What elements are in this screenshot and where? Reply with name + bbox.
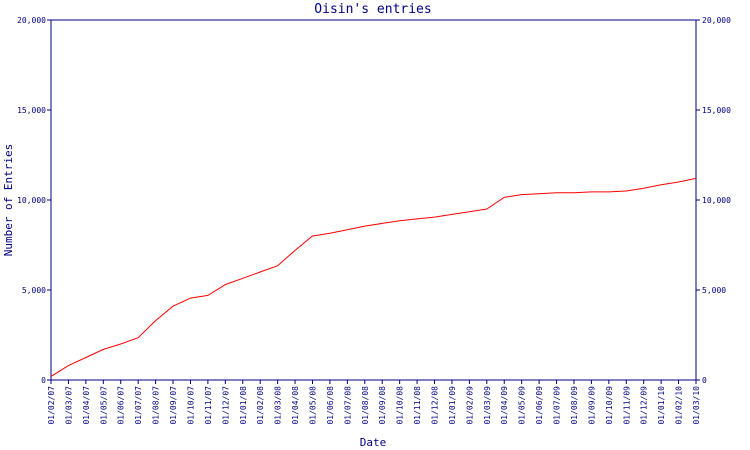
x-tick-label: 01/05/09: [518, 386, 527, 425]
x-tick-label: 01/07/08: [343, 386, 352, 425]
y-tick-label-right: 5,000: [702, 286, 726, 295]
x-tick-label: 01/03/10: [692, 386, 701, 425]
x-tick-label: 01/01/10: [657, 386, 666, 425]
x-tick-label: 01/06/09: [535, 386, 544, 425]
x-tick-label: 01/08/09: [570, 386, 579, 425]
x-tick-label: 01/10/08: [396, 386, 405, 425]
x-tick-label: 01/02/08: [256, 386, 265, 425]
x-tick-label: 01/08/07: [152, 386, 161, 425]
y-tick-label-right: 15,000: [702, 106, 731, 115]
x-tick-label: 01/09/09: [587, 386, 596, 425]
y-tick-label-left: 5,000: [22, 286, 46, 295]
x-tick-label: 01/01/08: [239, 386, 248, 425]
x-tick-label: 01/07/07: [134, 386, 143, 425]
plot-area-frame: [50, 19, 697, 381]
y-axis-label: Number of Entries: [2, 144, 15, 257]
x-tick-label: 01/02/07: [47, 386, 56, 425]
y-tick-label-left: 15,000: [17, 106, 46, 115]
x-axis: 01/02/07 01/03/07 01/04/07 01/05/07 01/06/07…: [47, 380, 701, 425]
x-tick-label: 01/08/08: [361, 386, 370, 425]
x-tick-label: 01/12/08: [431, 386, 440, 425]
chart-title: Oisin's entries: [314, 2, 431, 17]
series-line: [50, 177, 697, 377]
y-axis-left: 0 5,000 10,000 15,000 20,000: [17, 16, 51, 385]
y-tick-label-left: 10,000: [17, 196, 46, 205]
x-tick-label: 01/03/09: [483, 386, 492, 425]
x-tick-label: 01/12/09: [640, 386, 649, 425]
x-tick-label: 01/06/07: [117, 386, 126, 425]
x-tick-label: 01/11/07: [204, 386, 213, 425]
x-tick-label: 01/02/09: [465, 386, 474, 425]
x-tick-label: 01/09/07: [169, 386, 178, 425]
x-tick-label: 01/11/09: [622, 386, 631, 425]
x-tick-label: 01/04/09: [500, 386, 509, 425]
y-tick-label-right: 0: [702, 376, 707, 385]
y-tick-label-left: 0: [41, 376, 46, 385]
x-tick-label: 01/05/07: [99, 386, 108, 425]
x-tick-label: 01/04/08: [291, 386, 300, 425]
x-tick-label: 01/11/08: [413, 386, 422, 425]
x-tick-label: 01/02/10: [675, 386, 684, 425]
x-axis-label: Date: [360, 436, 387, 449]
x-tick-label: 01/03/08: [274, 386, 283, 425]
x-tick-label: 01/05/08: [308, 386, 317, 425]
x-tick-label: 01/03/07: [64, 386, 73, 425]
x-tick-label: 01/07/09: [553, 386, 562, 425]
x-tick-label: 01/09/08: [378, 386, 387, 425]
x-tick-label: 01/01/09: [448, 386, 457, 425]
x-tick-label: 01/04/07: [82, 386, 91, 425]
y-axis-right: 0 5,000 10,000 15,000 20,000: [696, 16, 731, 385]
x-tick-label: 01/06/08: [326, 386, 335, 425]
x-tick-label: 01/10/07: [186, 386, 195, 425]
x-tick-label: 01/12/07: [221, 386, 230, 425]
y-tick-label-right: 20,000: [702, 16, 731, 25]
y-tick-label-right: 10,000: [702, 196, 731, 205]
y-tick-label-left: 20,000: [17, 16, 46, 25]
x-tick-label: 01/10/09: [605, 386, 614, 425]
